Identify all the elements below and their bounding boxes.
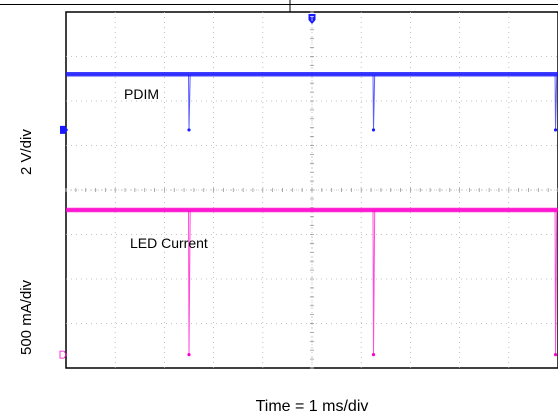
trace-drop-point-pdim — [371, 128, 376, 132]
trigger-marker: T — [308, 14, 316, 24]
grid — [65, 11, 558, 369]
trace-drop-point-pdim — [553, 128, 558, 132]
svg-text:T: T — [310, 16, 315, 23]
y-axis-label-lower: 500 mA/div — [18, 279, 35, 355]
trace-drop-point-pdim — [187, 128, 191, 132]
trace-drop-point-led-current — [371, 353, 376, 357]
trace-drop-point-led-current — [187, 353, 191, 357]
x-axis-label: Time = 1 ms/div — [256, 398, 369, 415]
top-border-marks — [0, 0, 558, 12]
markers: T — [59, 14, 316, 359]
ch1-ground-marker — [60, 125, 68, 134]
ch2-ground-marker — [59, 350, 67, 359]
trace-label-pdim: PDIM — [124, 86, 159, 102]
trace-label-led-current: LED Current — [130, 235, 208, 251]
y-axis-label-upper: 2 V/div — [18, 129, 35, 175]
traces — [66, 72, 558, 357]
trace-drop-point-led-current — [553, 353, 558, 357]
